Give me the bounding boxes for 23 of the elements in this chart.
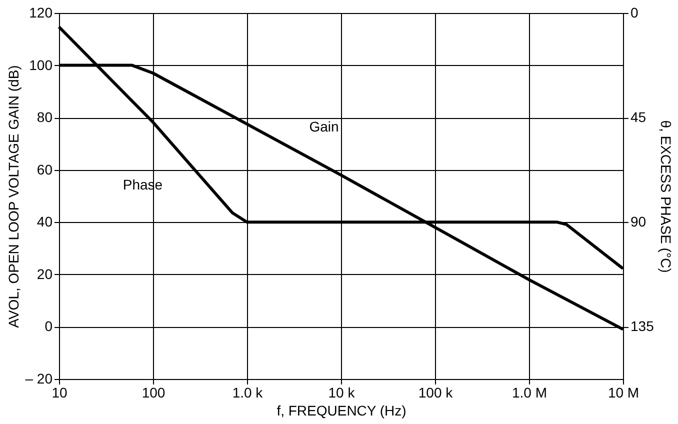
y-axis-title: AVOL, OPEN LOOP VOLTAGE GAIN (dB) [5, 65, 22, 328]
y-tick-label: 80 [36, 109, 53, 126]
x-tick-label: 1.0 k [232, 384, 264, 400]
y-tick-label: 100 [29, 56, 53, 73]
x-tick-label: 100 k [418, 384, 454, 400]
y-tick-label: 60 [36, 161, 53, 178]
y-tick-label: 120 [29, 4, 53, 20]
x-tick-label: 10 k [328, 384, 356, 400]
y-tick-label: 0 [44, 318, 53, 334]
x-tick-label: 10 M [608, 384, 640, 400]
y-tick-label: 20 [36, 266, 53, 282]
y2-tick-label: 90 [630, 214, 646, 230]
y2-tick-label: 0 [630, 4, 638, 20]
series-label: Gain [309, 118, 339, 135]
y2-tick-label: 45 [630, 109, 646, 126]
x-tick-label: 100 [142, 384, 166, 400]
x-axis-title: f, FREQUENCY (Hz) [276, 402, 406, 418]
y-tick-label: – 20 [25, 370, 53, 386]
y2-tick-label: 135 [630, 318, 654, 334]
y2-axis-title: θ, EXCESS PHASE (°C) [658, 120, 674, 273]
x-tick-label: 1.0 M [512, 384, 548, 400]
x-tick-label: 10 [52, 384, 68, 400]
y-tick-label: 40 [36, 214, 53, 230]
